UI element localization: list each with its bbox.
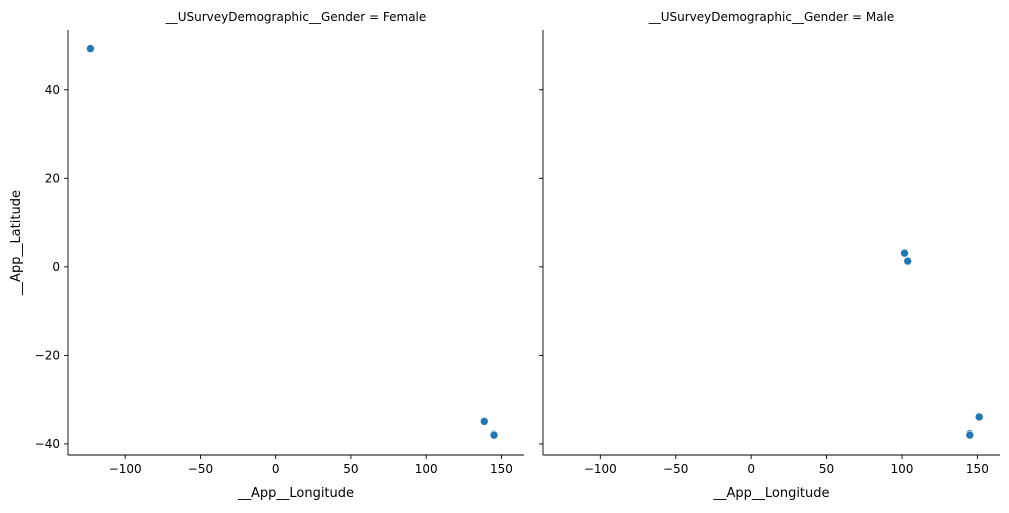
x-axis-label: __App__Longitude [237,486,354,501]
scatter-point [900,248,909,258]
scatter-point [489,430,499,440]
x-tick-label: 50 [343,462,358,476]
scatter-point [479,417,489,426]
scatter-point [903,256,912,266]
x-tick-label: 0 [272,462,280,476]
x-axis-label: __App__Longitude [712,486,829,501]
scatter-point [86,44,95,53]
facet-title: __USurveyDemographic__Gender = Male [648,10,895,24]
y-axis-label: __App__Latitude [9,190,24,296]
x-tick-label: 100 [891,462,914,476]
x-tick-label: 150 [966,462,989,476]
y-tick-label: 40 [45,83,60,97]
x-tick-label: −100 [584,462,617,476]
y-tick-label: −40 [35,437,60,451]
x-tick-label: 100 [415,462,438,476]
facet-panel-1: __USurveyDemographic__Gender = Female −10… [9,10,524,501]
x-tick-label: 50 [819,462,834,476]
facet-panel-2: __USurveyDemographic__Gender = Male −100 −… [539,10,1000,501]
x-tick-label: 150 [490,462,513,476]
x-tick-label: −50 [188,462,213,476]
y-tick-label: −20 [35,348,60,362]
x-tick-label: −100 [109,462,142,476]
x-tick-label: −50 [663,462,688,476]
scatter-point [965,430,975,440]
x-tick-label: 0 [747,462,755,476]
y-tick-label: 0 [52,260,60,274]
facet-title: __USurveyDemographic__Gender = Female [165,10,427,24]
scatter-point [974,412,984,422]
y-tick-label: 20 [45,171,60,185]
